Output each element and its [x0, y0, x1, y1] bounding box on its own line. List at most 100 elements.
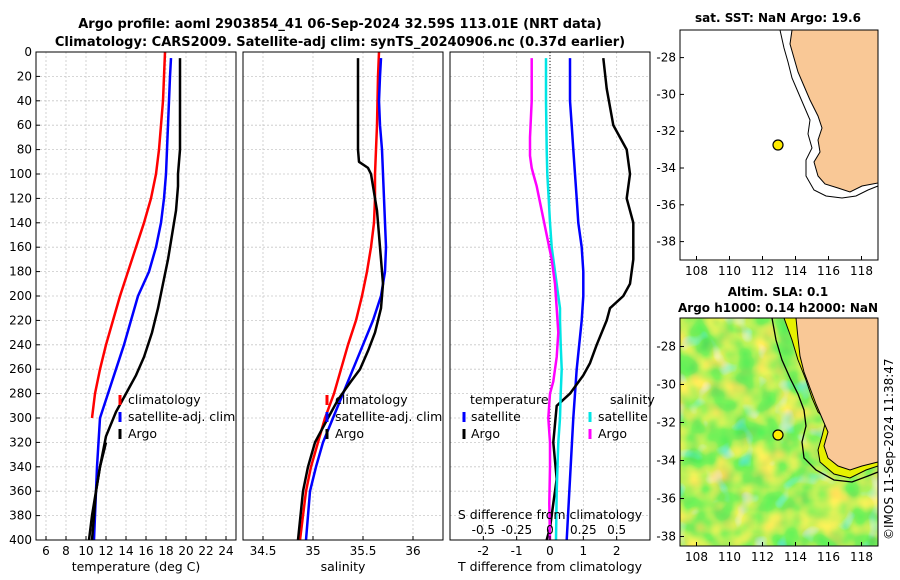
temperature-xtick-label: 24: [218, 544, 233, 558]
differences-xtick-label: 2: [613, 544, 621, 558]
ytick-label: 120: [9, 191, 32, 205]
ytick-label: 100: [9, 167, 32, 181]
sst_map-xtick-label: 116: [817, 264, 840, 278]
temperature-xtick-label: 18: [158, 544, 173, 558]
ytick-label: 320: [9, 435, 32, 449]
salinity-series-climatology: [298, 51, 381, 541]
salinity-xlabel: salinity: [321, 559, 366, 574]
ytick-label: 20: [17, 69, 32, 83]
sst-map-panel: sat. SST: NaN Argo: 19.6 108 110 112 114 116…: [656, 11, 879, 278]
sla_map-xtick-label: 112: [751, 550, 774, 564]
sla_map-xtick-label: 114: [784, 550, 807, 564]
sst_map-ytick-label: -36: [656, 198, 676, 212]
differences-xlabel: T difference from climatology: [457, 559, 643, 574]
ytick-label: 220: [9, 313, 32, 327]
ytick-label: 140: [9, 216, 32, 230]
sst_map-xtick-label: 114: [784, 264, 807, 278]
sla_map-xtick-label: 110: [718, 550, 741, 564]
ytick-label: 380: [9, 509, 32, 523]
s-diff-tick-label: 0: [546, 523, 554, 537]
sla_map-xtick-label: 116: [817, 550, 840, 564]
sla-map-frame: [679, 317, 879, 547]
differences-series-s-argo: [528, 58, 560, 541]
title-line2: Climatology: CARS2009. Satellite-adj cli…: [55, 35, 625, 50]
sla-map-panel: Altim. SLA: 0.1 Argo h1000: 0.14 h2000: …: [656, 285, 879, 564]
s-diff-label: S difference from climatology: [458, 507, 643, 522]
sst_map-ytick-label: -34: [656, 161, 676, 175]
s-diff-tick-label: 0.25: [570, 523, 597, 537]
sla-map-title-line1: Altim. SLA: 0.1: [728, 285, 829, 299]
ytick-label: 240: [9, 338, 32, 352]
salinity-legend-label: satellite-adj. clim: [335, 409, 442, 424]
temperature-xtick-label: 20: [178, 544, 193, 558]
sla_map-ytick-label: -36: [656, 492, 676, 506]
sla_map-xtick-label: 118: [850, 550, 873, 564]
sst_map-ytick-label: -30: [656, 87, 676, 101]
temperature-xtick-label: 8: [62, 544, 70, 558]
differences-xtick-label: 0: [546, 544, 554, 558]
title-line1: Argo profile: aoml 2903854_41 06-Sep-202…: [78, 17, 602, 32]
ytick-label: 40: [17, 94, 32, 108]
sla_map-ytick-label: -30: [656, 378, 676, 392]
diff-legend-temp-title: temperature: [470, 392, 549, 407]
sst_map-xtick-label: 110: [718, 264, 741, 278]
diff-legend-sal-title: salinity: [610, 392, 655, 407]
salinity-xtick-label: 35.5: [350, 544, 377, 558]
differences-series-t-satellite: [565, 58, 585, 541]
sst-argo-marker: [772, 139, 784, 151]
salinity-series-argo: [296, 58, 385, 541]
sst_map-xtick-label: 108: [685, 264, 708, 278]
sla_map-ytick-label: -32: [656, 416, 676, 430]
temperature-panel: 6 8 10 12 14 16 18 20 22 24 temperature (deg C) 0 20…: [9, 45, 237, 574]
temperature-xtick-label: 16: [138, 544, 153, 558]
ytick-label: 60: [17, 118, 32, 132]
temperature-xtick-label: 22: [198, 544, 213, 558]
sst_map-ytick-label: -28: [656, 51, 676, 65]
ytick-label: 340: [9, 460, 32, 474]
sst_map-ytick-label: -32: [656, 124, 676, 138]
salinity-xtick-label: 35: [305, 544, 320, 558]
temperature-series-satellite-adj-clim: [92, 58, 173, 541]
temperature-series-climatology: [90, 51, 167, 419]
s-diff-tick-label: -0.5: [472, 523, 495, 537]
sla_map-ytick-label: -34: [656, 454, 676, 468]
sst-land: [789, 29, 879, 193]
differences-xtick-label: 1: [580, 544, 588, 558]
salinity-legend-label: climatology: [335, 392, 408, 407]
temperature-legend-label: Argo: [128, 426, 157, 441]
salinity-xtick-label: 36: [405, 544, 420, 558]
sst-map-title: sat. SST: NaN Argo: 19.6: [695, 11, 861, 25]
temperature-xtick-label: 10: [78, 544, 93, 558]
sst_map-xtick-label: 118: [850, 264, 873, 278]
differences-xtick-label: -1: [511, 544, 523, 558]
differences-panel: -2 -1 0 1 2T difference from climatology temp…: [449, 51, 655, 574]
ytick-label: 400: [9, 533, 32, 547]
ytick-label: 80: [17, 143, 32, 157]
ytick-label: 280: [9, 387, 32, 401]
temperature-series-argo-lower: [87, 442, 108, 541]
differences-series-s-satellite: [544, 58, 563, 541]
sla-land: [795, 318, 878, 471]
s-diff-tick-label: 0.5: [607, 523, 626, 537]
sla_map-ytick-label: -28: [656, 340, 676, 354]
ytick-label: 360: [9, 484, 32, 498]
sla_map-xtick-label: 108: [685, 550, 708, 564]
sla-map-title-line2: Argo h1000: 0.14 h2000: NaN: [678, 301, 878, 315]
temperature-xtick-label: 12: [98, 544, 113, 558]
diff-legend-sal-label: Argo: [598, 426, 627, 441]
temperature-xlabel: temperature (deg C): [72, 559, 201, 574]
ytick-label: 180: [9, 265, 32, 279]
temperature-legend-label: satellite-adj. clim: [128, 409, 235, 424]
sla-isobath: [771, 318, 878, 483]
differences-xtick-label: -2: [477, 544, 489, 558]
diff-legend-temp-label: satellite: [471, 409, 521, 424]
sst_map-ytick-label: -38: [656, 235, 676, 249]
credit-text: ©IMOS 11-Sep-2024 11:38:47: [882, 358, 896, 540]
differences-series-t-argo: [545, 57, 635, 541]
sla-argo-marker: [772, 429, 784, 441]
sla_map-ytick-label: -38: [656, 530, 676, 544]
sst_map-xtick-label: 112: [751, 264, 774, 278]
temperature-legend-label: climatology: [128, 392, 201, 407]
ytick-label: 200: [9, 289, 32, 303]
